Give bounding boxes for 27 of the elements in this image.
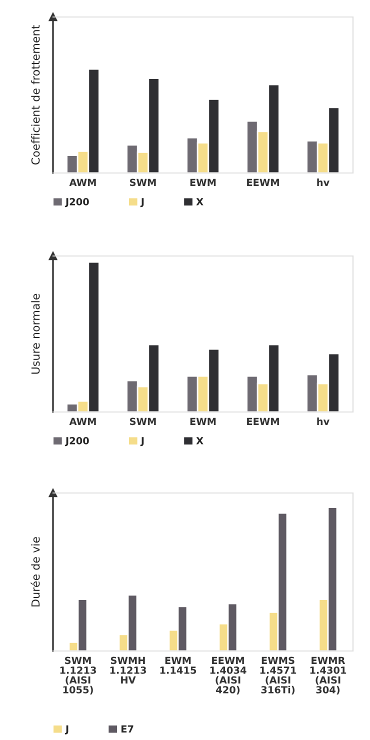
x-tick-label: SWM xyxy=(130,178,156,186)
x-tick-label: hv xyxy=(317,418,330,425)
legend-label: J200 xyxy=(64,437,89,446)
x-tick-label: hv xyxy=(317,178,330,186)
x-tick-label: EEWM 1.4034 (AISI 420) xyxy=(210,656,246,695)
x-tick-label: SWM 1.1213 (AISI 1055) xyxy=(60,656,96,695)
x-tick-label: SWM xyxy=(130,418,156,426)
y-axis-title: Usure normale xyxy=(31,294,40,374)
x-tick-label: AWM xyxy=(69,418,96,425)
x-tick-label: EWMR 1.4301 (AISI 304) xyxy=(310,656,346,695)
legend-label: X xyxy=(196,198,204,206)
y-axis-title: Coefficient de frottement xyxy=(31,25,40,165)
x-tick-label: EEWM xyxy=(247,178,279,186)
x-tick-label: AWM xyxy=(69,178,96,186)
y-axis-title: Durée de vie xyxy=(30,537,40,606)
x-tick-label: EWM 1.1415 xyxy=(160,656,196,674)
legend-label: J200 xyxy=(64,198,89,208)
legend-label: E7 xyxy=(122,725,134,732)
x-tick-label: EWMS 1.4571 (AISI 316Ti) xyxy=(260,656,296,695)
legend-label: X xyxy=(196,437,204,444)
legend-label: J xyxy=(140,437,144,446)
x-tick-label: EWM xyxy=(190,178,216,186)
legend-label: J xyxy=(64,725,68,734)
x-tick-label: EEWM xyxy=(247,418,279,425)
legend-label: J xyxy=(140,198,144,208)
x-tick-label: EWM xyxy=(190,418,216,425)
x-tick-label: SWMH 1.1213 HV xyxy=(110,656,146,684)
